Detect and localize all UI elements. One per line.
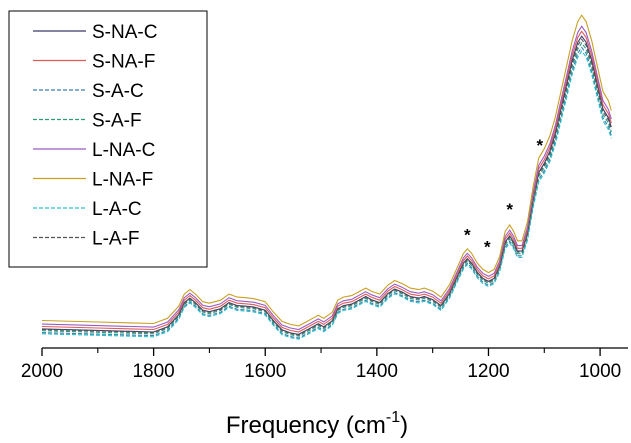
series-line-l-a-f <box>41 38 612 336</box>
peak-marker: * <box>537 136 544 155</box>
x-tick-label: 1200 <box>467 361 509 382</box>
legend-label: S-NA-C <box>92 22 157 43</box>
series-line-l-na-f <box>41 14 612 327</box>
x-axis-title: Frequency (cm-1) <box>226 409 408 439</box>
peak-marker: * <box>484 238 491 257</box>
x-tick-label: 1800 <box>132 361 174 382</box>
legend-label: L-NA-F <box>92 170 153 191</box>
peak-marker: * <box>506 200 513 219</box>
x-axis: 2000 1800 1600 1400 1200 1000 <box>21 347 628 382</box>
x-tick-label: 2000 <box>21 361 63 382</box>
annotations: * * * * <box>464 136 544 256</box>
x-tick-label: 1600 <box>244 361 286 382</box>
legend-box <box>8 10 208 268</box>
x-tick-label: 1400 <box>356 361 398 382</box>
legend: S-NA-C S-NA-F S-A-C S-A-F L-NA-C L-NA-F L-A-C L… <box>8 10 208 268</box>
x-tick-label: 1000 <box>579 361 621 382</box>
peak-marker: * <box>464 226 471 245</box>
series-line-s-a-f <box>41 42 612 337</box>
series-line-s-na-c <box>41 35 612 335</box>
x-axis-title-superscript: -1 <box>386 409 400 426</box>
x-axis-title-main: Frequency (cm <box>226 412 386 439</box>
plot-lines <box>41 14 612 340</box>
legend-label: L-NA-C <box>92 140 155 161</box>
legend-label: S-A-F <box>92 111 142 132</box>
series-line-s-a-c <box>41 46 612 339</box>
series-line-l-a-c <box>41 50 612 340</box>
legend-label: L-A-C <box>92 199 142 220</box>
legend-label: L-A-F <box>92 229 140 250</box>
legend-label: S-A-C <box>92 81 144 102</box>
series-line-s-na-f <box>41 30 612 333</box>
series-line-l-na-c <box>41 25 612 331</box>
x-axis-title-end: ) <box>400 412 408 439</box>
legend-label: S-NA-F <box>92 52 155 73</box>
